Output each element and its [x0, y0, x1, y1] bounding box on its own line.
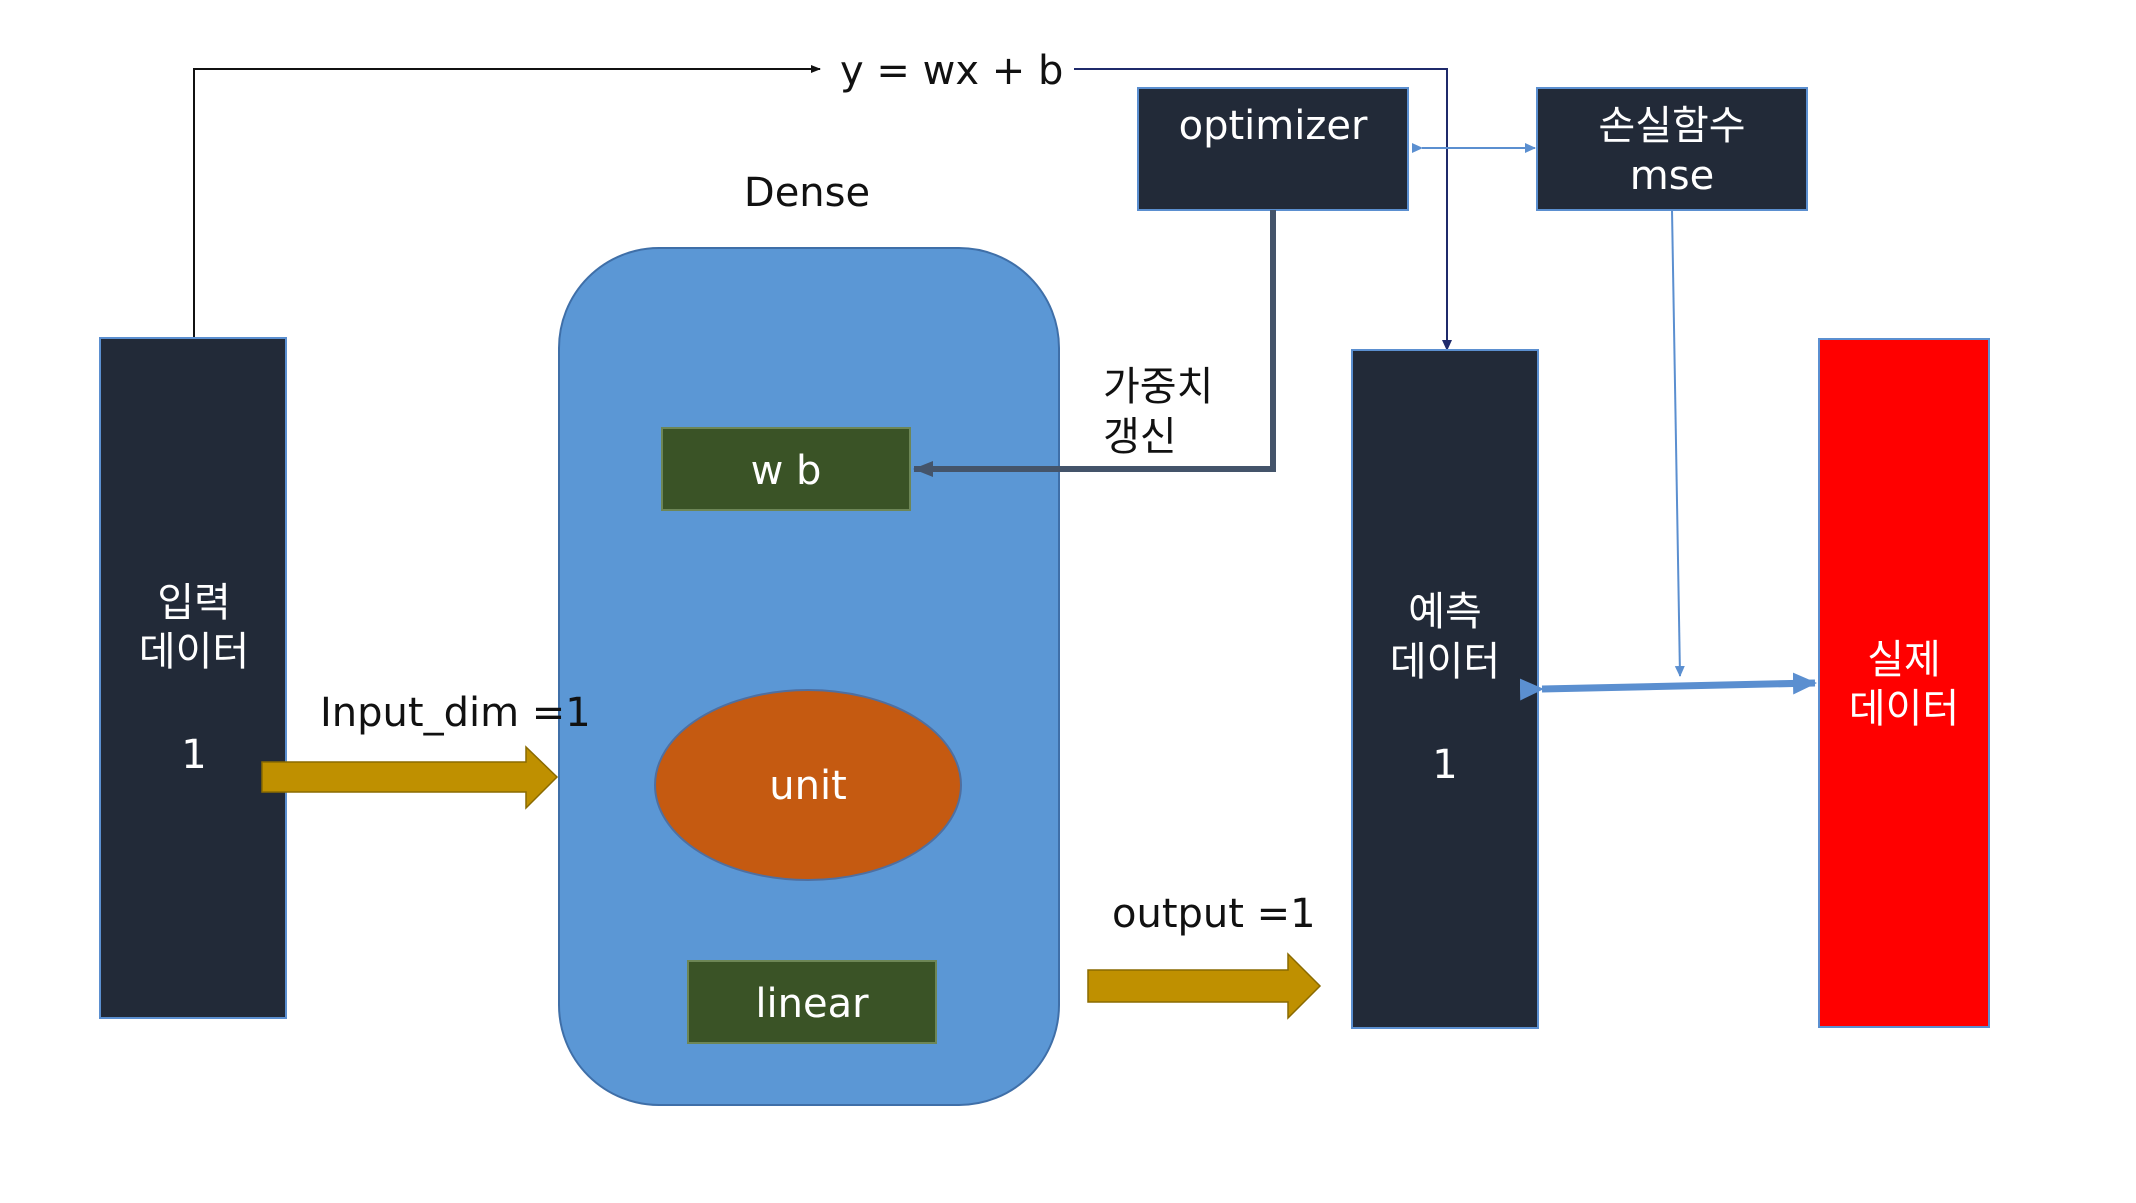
prediction-data-value: 1 — [1432, 742, 1457, 788]
prediction-data-block — [1351, 349, 1539, 1029]
loss-box — [1536, 87, 1808, 211]
actual-data-line2: 데이터 — [1849, 686, 1959, 732]
activation-box — [687, 960, 937, 1044]
dense-title: Dense — [744, 170, 870, 216]
input-data-line1: 입력 — [157, 580, 231, 626]
input-data-value: 1 — [181, 732, 206, 778]
prediction-data-line2: 데이터 — [1390, 639, 1500, 685]
weight-update-arrow — [913, 210, 1276, 477]
weights-label: w b — [751, 448, 822, 494]
output-arrow — [1087, 952, 1322, 1020]
optimizer-label: optimizer — [1179, 103, 1368, 149]
formula-text: y = wx + b — [840, 48, 1063, 94]
loss-comparison-link — [1671, 209, 1685, 677]
input-arrow — [261, 745, 559, 810]
prediction-data-line1: 예측 — [1408, 589, 1482, 635]
unit-label: unit — [769, 763, 847, 809]
update-label-line2: 갱신 — [1103, 414, 1177, 460]
update-label-line1: 가중치 — [1103, 364, 1213, 410]
prediction-actual-link — [1519, 672, 1817, 701]
input-data-line2: 데이터 — [139, 629, 249, 675]
output-label: output =1 — [1112, 891, 1316, 937]
loss-name: mse — [1630, 153, 1714, 199]
actual-data-block — [1818, 338, 1990, 1028]
input-dim-label: Input_dim =1 — [320, 690, 591, 736]
input-data-block — [99, 337, 287, 1019]
formula-connector-left — [193, 65, 821, 338]
actual-data-line1: 실제 — [1867, 637, 1941, 683]
unit-node — [654, 689, 962, 881]
optimizer-box — [1137, 87, 1409, 211]
formula-connector-right — [1074, 68, 1452, 351]
activation-label: linear — [755, 981, 869, 1027]
weights-box — [661, 427, 911, 511]
loss-title: 손실함수 — [1598, 103, 1745, 149]
